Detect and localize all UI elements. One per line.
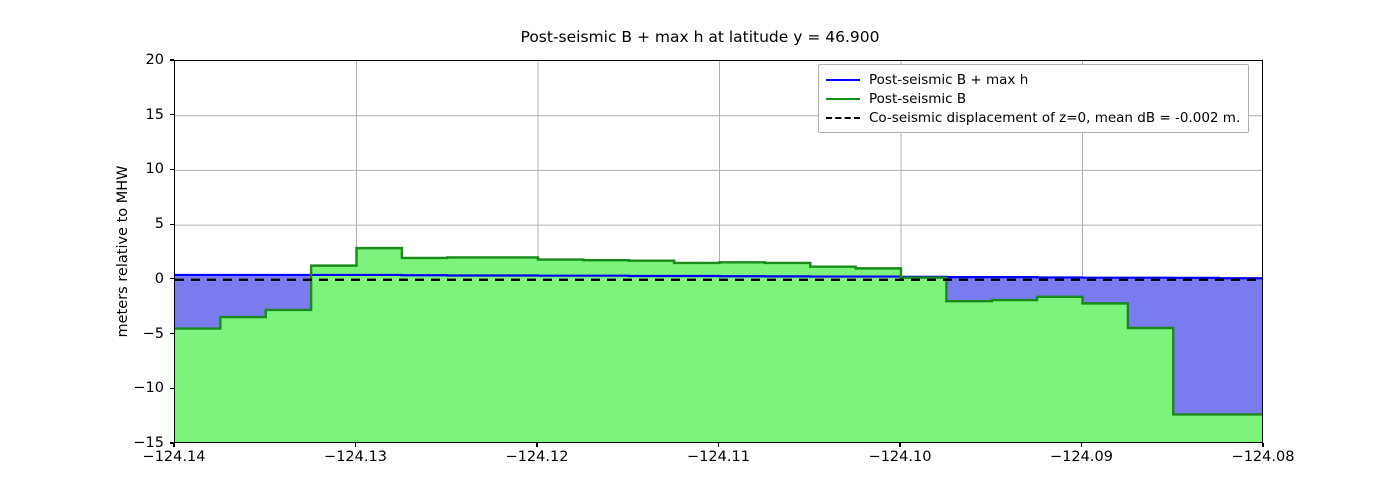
y-tick-mark bbox=[170, 223, 174, 225]
x-tick-mark bbox=[899, 443, 901, 447]
x-tick-mark bbox=[717, 443, 720, 447]
y-tick-label: 15 bbox=[145, 106, 164, 123]
y-tick-label: −10 bbox=[133, 380, 164, 397]
y-tick-mark bbox=[170, 387, 174, 389]
y-tick-mark bbox=[170, 278, 174, 280]
y-tick-label: 20 bbox=[145, 52, 164, 68]
legend-swatch-black-dashed-line bbox=[826, 111, 860, 125]
y-tick-mark bbox=[170, 332, 174, 335]
x-tick-label: −124.08 bbox=[1231, 449, 1295, 465]
y-tick-label: 0 bbox=[154, 270, 164, 287]
x-tick-label: −124.13 bbox=[324, 449, 387, 465]
x-tick-mark bbox=[354, 443, 357, 447]
x-tick-mark bbox=[1080, 443, 1083, 447]
y-tick-label: 10 bbox=[145, 161, 164, 178]
legend-item-postseismic-b-plus-max-h[interactable]: Post-seismic B + max h bbox=[826, 70, 1240, 89]
legend-label-1: Post-seismic B bbox=[869, 90, 967, 107]
x-tick-label: −124.12 bbox=[505, 449, 569, 465]
plot-svg bbox=[175, 61, 1262, 442]
x-tick-label: −124.14 bbox=[142, 449, 206, 465]
y-tick-mark bbox=[170, 59, 174, 61]
x-tick-mark bbox=[1262, 443, 1264, 447]
x-tick-mark bbox=[173, 443, 175, 447]
x-tick-label: −124.10 bbox=[868, 449, 932, 465]
x-tick-label: −124.09 bbox=[1050, 449, 1113, 465]
legend-label-0: Post-seismic B + max h bbox=[869, 71, 1029, 88]
y-tick-label: −5 bbox=[142, 325, 164, 342]
chart-title: Post-seismic B + max h at latitude y = 4… bbox=[520, 28, 880, 46]
y-tick-mark bbox=[170, 168, 174, 171]
x-tick-label: −124.11 bbox=[687, 449, 750, 465]
y-tick-mark bbox=[170, 442, 174, 444]
y-axis-label: meters relative to MHW bbox=[115, 165, 131, 338]
legend-item-postseismic-b[interactable]: Post-seismic B bbox=[826, 89, 1240, 108]
x-tick-mark bbox=[536, 443, 538, 447]
y-tick-mark bbox=[170, 114, 174, 116]
legend-swatch-blue-line bbox=[826, 73, 860, 87]
legend-label-2: Co-seismic displacement of z=0, mean dB … bbox=[869, 109, 1241, 126]
y-tick-label: 5 bbox=[154, 216, 164, 233]
legend-swatch-green-line bbox=[826, 92, 860, 106]
legend-item-coseismic-displacement[interactable]: Co-seismic displacement of z=0, mean dB … bbox=[826, 108, 1240, 127]
y-tick-label: −15 bbox=[133, 435, 164, 451]
chart-legend: Post-seismic B + max h Post-seismic B Co… bbox=[818, 64, 1250, 133]
